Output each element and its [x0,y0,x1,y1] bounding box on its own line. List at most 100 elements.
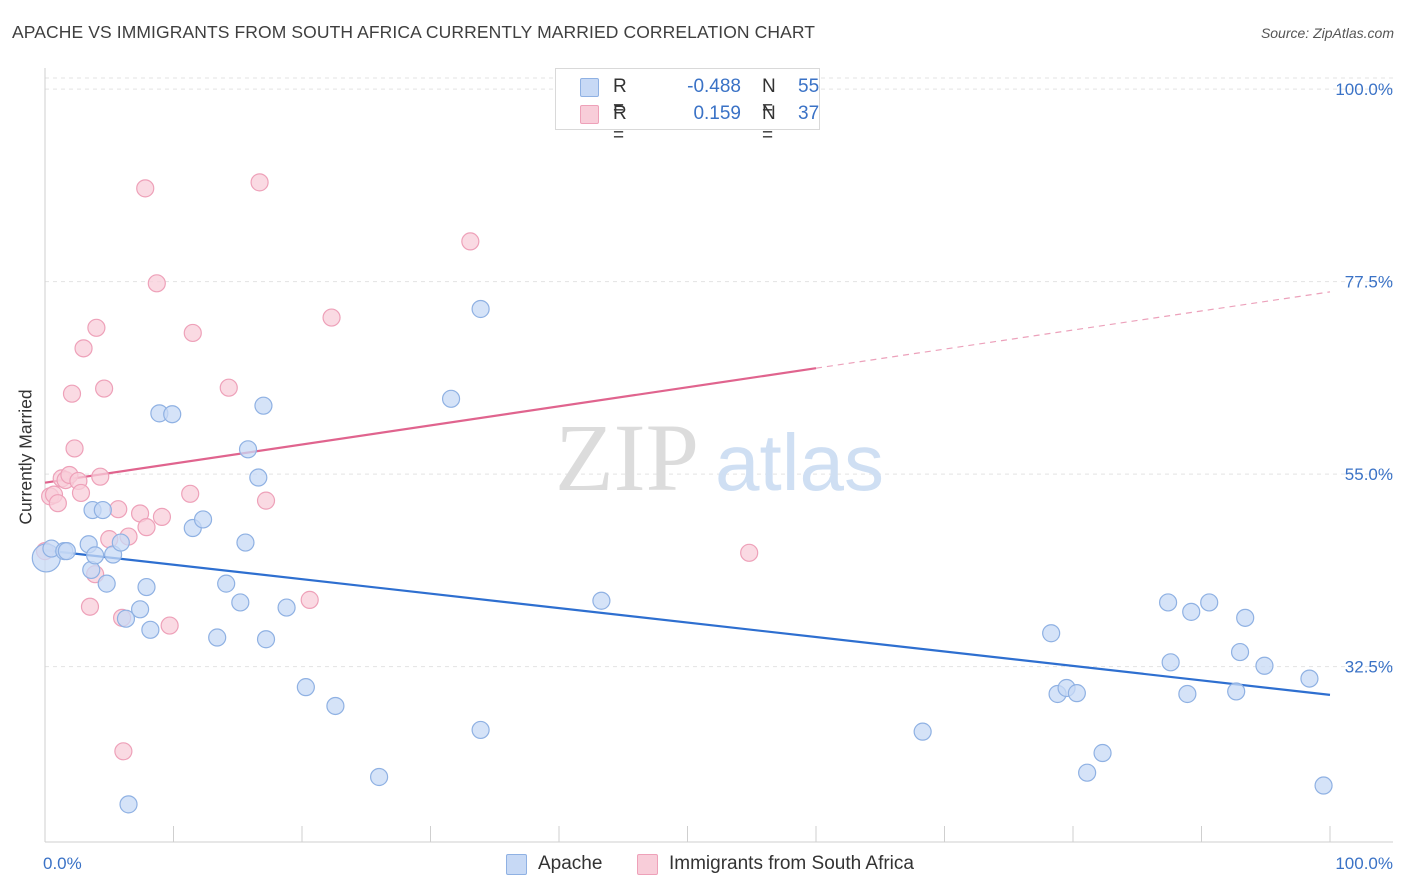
data-points [31,173,1333,814]
south-africa-point [250,173,269,192]
south-africa-point [137,518,156,537]
south-africa-legend-swatch [637,854,658,875]
apache-point [1042,624,1061,643]
south-africa-point [300,590,319,609]
apache-point [141,620,160,639]
south-africa-point [87,318,106,337]
apache-point [193,510,213,529]
trend-line-extrapolated [815,291,1331,369]
apache-point [1200,593,1219,612]
apache-point [471,720,490,740]
legend-n-label: N = [762,103,776,146]
south-africa-point [256,491,276,510]
apache-point [231,593,250,612]
legend-r-label: R = [613,103,627,146]
apache-point [238,440,258,459]
apache-point [1158,593,1178,612]
apache-legend-label: Apache [538,853,603,874]
apache-point [1227,682,1246,701]
apache-point [1314,776,1333,795]
apache-legend-swatch [506,854,527,875]
apache-point [208,628,227,647]
apache-point [1067,684,1086,703]
apache-point [1178,684,1197,704]
apache-swatch [580,78,599,97]
apache-point [119,795,138,814]
apache-point [326,696,345,716]
apache-point [913,722,932,741]
apache-point [1230,642,1250,662]
apache-point [1078,763,1097,782]
legend-r-value: -0.488 [687,76,741,97]
south-africa-point [109,500,128,519]
south-africa-point [95,379,114,398]
apache-point [296,678,315,697]
south-africa-point [62,384,82,403]
watermark: ZIP atlas [555,404,884,511]
apache-point [97,574,116,593]
apache-point [217,574,236,593]
apache-point [1161,653,1180,672]
south-africa-point [152,507,172,526]
x-tick-label: 100.0% [1335,854,1393,873]
y-axis-label: Currently Married [15,389,36,525]
apache-point [163,405,182,424]
south-africa-point [114,742,133,761]
apache-point [277,598,296,617]
apache-point [57,542,76,561]
apache-point [137,577,156,597]
south-africa-legend-label: Immigrants from South Africa [669,853,914,874]
south-africa-point [48,494,67,513]
trend-line-solid [44,367,817,484]
south-africa-point [74,339,93,358]
apache-point [249,468,268,487]
stats-legend: R = -0.488 N = 55 R = 0.159 N = 37 [555,68,820,146]
chart-title: APACHE VS IMMIGRANTS FROM SOUTH AFRICA C… [12,22,816,42]
south-africa-swatch [580,105,599,124]
apache-point [370,767,389,787]
apache-point [236,533,255,552]
y-tick-label: 100.0% [1335,80,1393,99]
apache-point [111,533,130,552]
south-africa-point [80,597,100,616]
x-tick-label: 0.0% [43,854,82,873]
apache-point [130,600,150,619]
legend-n-value: 55 [798,76,820,97]
apache-point [441,389,461,408]
south-africa-point [71,483,91,503]
apache-point [1255,656,1274,675]
legend-n-value: 37 [798,103,820,124]
axes [44,68,1393,843]
y-tick-label: 55.0% [1345,465,1393,484]
apache-point [1093,743,1112,763]
south-africa-point [461,232,480,251]
south-africa-point [183,323,202,343]
y-tick-label: 77.5% [1345,273,1393,292]
tick-labels: 100.0% 77.5% 55.0% 32.5% 0.0% 100.0% [43,80,1393,873]
legend-r-value: 0.159 [693,103,741,124]
apache-point [592,591,611,610]
south-africa-point [181,484,200,503]
trend-line-solid [44,549,1331,696]
south-africa-point [136,179,155,198]
apache-point [1236,608,1255,627]
apache-point [1182,602,1201,621]
south-africa-point [219,378,238,397]
watermark-atlas: atlas [715,418,884,507]
apache-point [86,546,105,565]
y-tick-label: 32.5% [1345,658,1393,677]
apache-point [93,500,112,520]
legend-r-label: R = [613,76,627,119]
chart-source: Source: ZipAtlas.com [1260,25,1394,41]
trend-lines [44,291,1331,696]
south-africa-point [740,543,759,562]
apache-point [254,396,273,415]
apache-point [471,299,490,319]
south-africa-point [91,467,110,486]
watermark-zip: ZIP [555,404,699,511]
south-africa-point [322,308,341,327]
legend-n-label: N = [762,76,776,119]
south-africa-point [160,616,179,635]
south-africa-point [65,439,84,458]
